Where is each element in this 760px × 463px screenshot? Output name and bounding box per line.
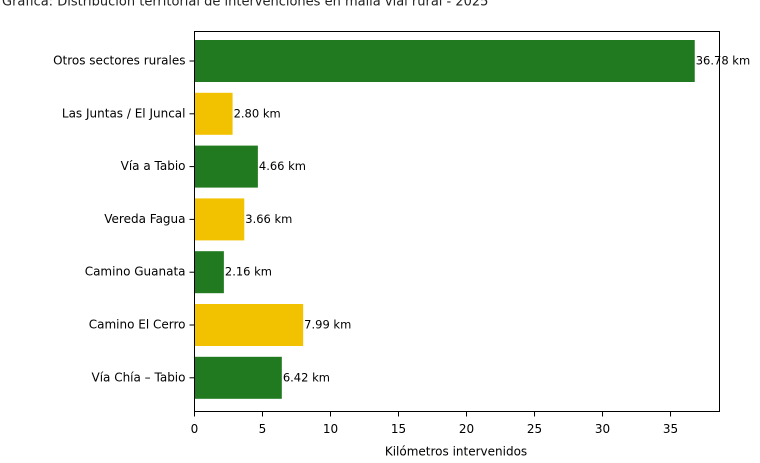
y-axis: Otros sectores rurales Las Juntas / El Ju… xyxy=(53,54,195,384)
y-tick-label-7: Vía Chía – Tabio xyxy=(91,370,185,384)
bars-layer xyxy=(194,40,695,399)
y-tick-label-6: Camino El Cerro xyxy=(89,318,186,332)
bar-7 xyxy=(194,356,282,399)
value-label-2: 2.80 km xyxy=(234,106,281,120)
y-tick-label-3: Vía a Tabio xyxy=(121,159,186,173)
y-tick-label-1: Otros sectores rurales xyxy=(53,54,185,68)
y-tick-label-4: Vereda Fagua xyxy=(104,212,185,226)
x-tick-label-30: 30 xyxy=(595,422,610,436)
bar-2 xyxy=(194,92,233,135)
y-tick-label-5: Camino Guanata xyxy=(85,265,186,279)
value-label-1: 36.78 km xyxy=(696,54,750,68)
bar-6 xyxy=(194,304,304,346)
x-tick-label-25: 25 xyxy=(527,422,542,436)
value-label-6: 7.99 km xyxy=(304,318,351,332)
value-label-5: 2.16 km xyxy=(225,265,272,279)
bar-3 xyxy=(194,145,258,188)
value-label-4: 3.66 km xyxy=(245,212,292,226)
x-tick-label-10: 10 xyxy=(323,422,338,436)
x-tick-label-15: 15 xyxy=(391,422,406,436)
x-tick-label-35: 35 xyxy=(663,422,678,436)
bar-1 xyxy=(194,40,695,82)
x-tick-label-0: 0 xyxy=(191,422,199,436)
plot-frame xyxy=(194,31,720,412)
x-axis-label: Kilómetros intervenidos xyxy=(385,445,527,459)
y-tick-label-2: Las Juntas / El Juncal xyxy=(62,106,186,120)
x-tick-label-20: 20 xyxy=(459,422,474,436)
value-label-3: 4.66 km xyxy=(259,159,306,173)
chart-title: Gráfica: Distribución territorial de int… xyxy=(2,0,488,10)
value-labels-layer: 36.78 km 2.80 km 4.66 km 3.66 km 2.16 km 7.99… xyxy=(225,54,750,385)
x-axis: 0 5 10 15 20 25 30 35 xyxy=(191,411,678,436)
x-tick-label-5: 5 xyxy=(259,422,267,436)
value-label-7: 6.42 km xyxy=(283,370,330,384)
bar-4 xyxy=(194,198,245,241)
bar-5 xyxy=(194,251,224,294)
